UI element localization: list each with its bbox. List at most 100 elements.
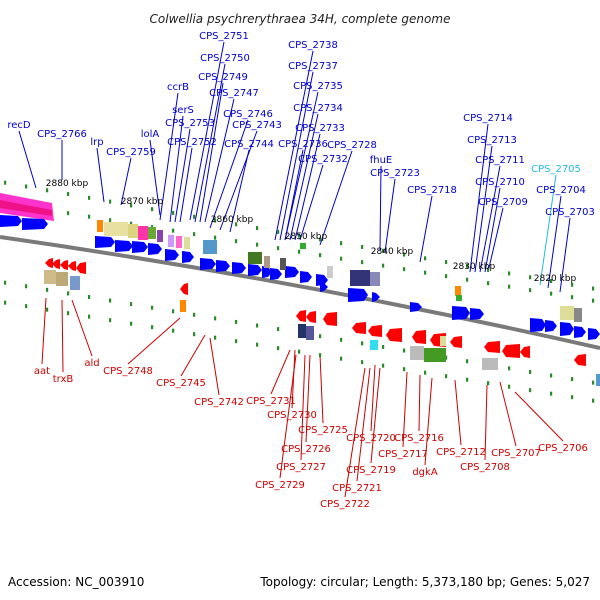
gene-label-cps_2716: CPS_2716 — [394, 433, 444, 444]
leader-line-top — [274, 50, 314, 241]
leader-line-top — [174, 128, 191, 223]
gene-label-cps_2719: CPS_2719 — [346, 465, 396, 476]
gene-label-cps_2750: CPS_2750 — [200, 53, 250, 64]
gene-label-trxb: trxB — [53, 374, 74, 385]
forward-gene — [216, 260, 230, 272]
scale-label: 2840 kbp — [371, 247, 414, 257]
reverse-gene — [450, 336, 462, 348]
reverse-gene — [574, 354, 586, 366]
tick-marks — [4, 180, 595, 403]
leader-line-bottom — [291, 349, 296, 409]
tick-mark — [445, 374, 448, 379]
scale-label: 2850 kbp — [285, 232, 328, 242]
leader-line-top — [159, 92, 179, 221]
tick-mark — [382, 344, 385, 349]
leader-line-bottom — [514, 391, 564, 442]
forward-gene — [95, 236, 115, 248]
leader-line-top — [120, 157, 132, 206]
rna-feature — [560, 306, 574, 320]
leader-line-bottom — [484, 384, 488, 461]
leader-line-top — [487, 207, 504, 273]
tick-mark — [46, 307, 49, 312]
forward-gene — [560, 322, 574, 336]
tick-mark — [4, 300, 7, 305]
scale-label: 2860 kbp — [211, 215, 254, 225]
leader-line-top — [289, 113, 319, 241]
leader-line-top — [419, 195, 433, 263]
forward-gene — [200, 258, 216, 270]
tick-mark — [340, 337, 343, 342]
tick-mark — [67, 311, 70, 316]
genome-backbone — [0, 235, 600, 350]
tick-mark — [235, 339, 238, 344]
tick-mark — [529, 369, 532, 374]
tick-mark — [256, 323, 259, 328]
rna-feature — [370, 272, 380, 286]
tick-mark — [151, 305, 154, 310]
tick-mark — [256, 226, 259, 231]
leader-line-top — [209, 119, 249, 229]
forward-gene — [316, 274, 328, 286]
tick-mark — [550, 391, 553, 396]
rna-feature — [440, 336, 446, 346]
gene-label-cps_2725: CPS_2725 — [298, 425, 348, 436]
rna-feature — [455, 286, 461, 296]
leader-line-top — [294, 133, 321, 241]
reverse-gene — [180, 283, 188, 295]
tick-mark — [109, 298, 112, 303]
tick-mark — [529, 388, 532, 393]
tick-mark — [361, 360, 364, 365]
forward-gene — [372, 292, 380, 302]
leader-line-bottom — [344, 367, 366, 498]
gene-label-cps_2717: CPS_2717 — [378, 449, 428, 460]
leader-line-top — [204, 98, 235, 223]
tick-mark — [403, 252, 406, 257]
reverse-gene — [306, 311, 316, 323]
label-leader-lines — [18, 41, 571, 498]
gene-label-cps_2743: CPS_2743 — [232, 120, 282, 131]
tick-mark — [277, 346, 280, 351]
leader-line-bottom — [402, 371, 408, 448]
rna-feature — [306, 326, 314, 340]
tick-mark — [445, 260, 448, 265]
gene-label-cps_2722: CPS_2722 — [320, 499, 370, 510]
gene-label-cps_2718: CPS_2718 — [407, 185, 457, 196]
gene-label-lola: lolA — [141, 129, 160, 140]
tick-mark — [487, 381, 490, 386]
leader-line-bottom — [61, 299, 64, 373]
gene-label-cps_2713: CPS_2713 — [467, 135, 517, 146]
rna-feature — [280, 258, 286, 270]
tick-mark — [151, 207, 154, 212]
reverse-gene — [323, 312, 337, 326]
reverse-gene — [76, 262, 86, 274]
tick-mark — [214, 218, 217, 223]
tick-mark — [382, 248, 385, 253]
gene-label-cps_2727: CPS_2727 — [276, 462, 326, 473]
gene-label-ald: ald — [84, 358, 99, 369]
tick-mark — [445, 355, 448, 360]
tick-mark — [172, 328, 175, 333]
gene-label-cps_2735: CPS_2735 — [293, 81, 343, 92]
gene-label-cps_2737: CPS_2737 — [288, 61, 338, 72]
forward-gene — [270, 268, 282, 280]
leader-line-bottom — [356, 367, 371, 482]
reverse-gene — [520, 346, 530, 358]
tick-mark — [298, 349, 301, 354]
tick-mark — [340, 256, 343, 261]
leader-line-top — [539, 174, 557, 286]
rna-feature — [157, 230, 163, 242]
leader-line-top — [284, 91, 319, 241]
rna-feature — [148, 227, 156, 239]
tick-mark — [319, 353, 322, 358]
leader-line-bottom — [424, 377, 433, 466]
scale-labels: 2880 kbp 2870 kbp 2860 kbp 2850 kbp 2840 kbp… — [46, 179, 577, 284]
gene-label-cps_2714: CPS_2714 — [463, 113, 513, 124]
leader-line-top — [547, 195, 562, 289]
tick-mark — [592, 298, 595, 303]
tick-mark — [277, 246, 280, 251]
tick-mark — [25, 184, 28, 189]
gene-label-cps_2734: CPS_2734 — [293, 103, 343, 114]
gene-label-cps_2709: CPS_2709 — [478, 197, 528, 208]
gene-label-cps_2711: CPS_2711 — [475, 155, 525, 166]
